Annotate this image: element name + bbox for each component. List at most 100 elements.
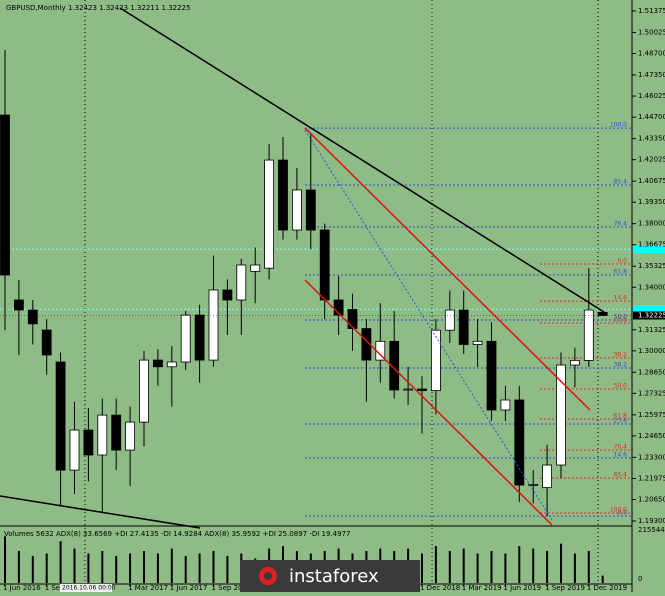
candle-body bbox=[305, 189, 316, 231]
y-tick-label: 1.50025 bbox=[638, 28, 665, 36]
candle-body bbox=[583, 309, 594, 361]
price-box-label: 1.32225 bbox=[638, 311, 665, 319]
y-tick-label: 1.25975 bbox=[638, 411, 665, 419]
candle-body bbox=[180, 314, 191, 363]
x-tick-label: 1 Jun 2017 bbox=[170, 584, 208, 592]
y-tick-label: 1.27325 bbox=[638, 389, 665, 397]
candle-body bbox=[389, 340, 400, 391]
fib-level-label: 23.6 bbox=[614, 418, 628, 425]
y-tick-label: 1.44700 bbox=[638, 113, 665, 121]
fib-level-label: 61.8 bbox=[614, 413, 628, 420]
y-tick-label: 1.39350 bbox=[638, 198, 665, 206]
x-tick-label: 1 Mar 2019 bbox=[462, 584, 502, 592]
candle-body bbox=[250, 264, 261, 272]
candle-body bbox=[27, 309, 38, 325]
y-tick-label: 1.34000 bbox=[638, 283, 665, 291]
fib-level-label: 50.0 bbox=[614, 314, 628, 321]
channel-line bbox=[304, 127, 591, 411]
fib-level-label: 14.6 bbox=[614, 295, 628, 302]
channel-line bbox=[304, 279, 553, 526]
y-tick-label: 1.51375 bbox=[638, 7, 665, 15]
candle-body bbox=[97, 414, 108, 456]
cyan-level-box bbox=[633, 245, 665, 254]
candle-body bbox=[41, 329, 52, 356]
x-tick-label: 1 Jun 2019 bbox=[503, 584, 541, 592]
y-tick-label: 1.47350 bbox=[638, 71, 665, 79]
crosshair-box bbox=[60, 584, 112, 592]
y-tick-label: 1.36675 bbox=[638, 241, 665, 249]
fib-level-label: 76.4 bbox=[614, 444, 628, 451]
candle-body bbox=[83, 429, 94, 456]
candle-body bbox=[556, 364, 566, 466]
y-tick-label: 1.20650 bbox=[638, 496, 665, 504]
candle-body bbox=[125, 421, 135, 451]
x-tick-label: 1 Sep 2017 bbox=[212, 584, 252, 592]
fib-level-label: 100.0 bbox=[610, 122, 627, 129]
fib-line bbox=[304, 129, 553, 521]
candle-body bbox=[208, 289, 219, 361]
cyan-level-box bbox=[633, 305, 665, 314]
y-tick-label: 1.42025 bbox=[638, 156, 665, 164]
watermark-logo bbox=[264, 572, 272, 580]
fib-level-label: 23.6 bbox=[614, 317, 628, 324]
candle-body bbox=[194, 314, 205, 361]
candle-body bbox=[152, 359, 163, 368]
candle-body bbox=[347, 309, 358, 330]
candle-body bbox=[264, 159, 275, 269]
volume-tick-label: 0 bbox=[638, 575, 642, 583]
fib-level-label: 38.2 bbox=[614, 362, 628, 369]
indicator-label: Volumes 5632 ADX(8) 33.6569 +DI 27.4135 … bbox=[4, 530, 350, 538]
candle-body bbox=[472, 340, 483, 345]
y-tick-label: 1.35325 bbox=[638, 262, 665, 270]
trend-line bbox=[119, 7, 605, 313]
candle-body bbox=[403, 388, 414, 391]
x-tick-label: 1 Dec 2019 bbox=[587, 584, 627, 592]
fib-level-label: 76.4 bbox=[614, 221, 628, 228]
candle-body bbox=[444, 309, 455, 331]
candle-body bbox=[139, 359, 149, 423]
candle-body bbox=[486, 340, 497, 411]
fib-level-label: 50.0 bbox=[614, 383, 628, 390]
candle-body bbox=[458, 309, 469, 345]
volume-tick-label: 2155447 bbox=[638, 526, 665, 534]
candle-body bbox=[111, 414, 122, 451]
y-tick-label: 1.30000 bbox=[638, 347, 665, 355]
candle-body bbox=[597, 311, 608, 316]
y-tick-label: 1.40675 bbox=[638, 177, 665, 185]
candle-body bbox=[278, 159, 288, 231]
y-tick-label: 1.23300 bbox=[638, 453, 665, 461]
candle-body bbox=[430, 329, 441, 392]
fib-level-label: 38.2 bbox=[614, 352, 628, 359]
candle-body bbox=[13, 299, 24, 311]
fib-level-label: 100.0 bbox=[610, 507, 627, 514]
candle-body bbox=[55, 361, 66, 471]
fib-level-label: 85.4 bbox=[614, 472, 628, 479]
x-tick-label: 1 Dec 2018 bbox=[420, 584, 460, 592]
y-tick-label: 1.43350 bbox=[638, 135, 665, 143]
y-tick-label: 1.24650 bbox=[638, 432, 665, 440]
candle-body bbox=[542, 464, 552, 489]
y-tick-label: 1.19300 bbox=[638, 517, 665, 525]
candle-body bbox=[166, 361, 177, 368]
price-box bbox=[633, 311, 665, 320]
y-tick-label: 1.21975 bbox=[638, 474, 665, 482]
y-tick-label: 1.28650 bbox=[638, 368, 665, 376]
candles bbox=[0, 50, 608, 517]
candle-body bbox=[514, 399, 525, 486]
fib-level-label: 0.0 bbox=[617, 258, 627, 265]
x-tick-label: 1 Jun 2016 bbox=[3, 584, 41, 592]
candle-body bbox=[222, 289, 233, 301]
candle-body bbox=[0, 114, 10, 276]
x-tick-label: 1 Mar 2017 bbox=[128, 584, 168, 592]
trend-line bbox=[0, 495, 201, 529]
crosshair-label: 2016.10.06 00:00 bbox=[62, 585, 116, 592]
y-tick-label: 1.46025 bbox=[638, 92, 665, 100]
candle-body bbox=[570, 360, 580, 366]
candle-body bbox=[69, 429, 80, 471]
quote: 1.32423 1.32423 1.32211 1.32225 bbox=[68, 4, 190, 12]
fib-level-label: 61.8 bbox=[614, 269, 628, 276]
candle-body bbox=[291, 189, 302, 231]
